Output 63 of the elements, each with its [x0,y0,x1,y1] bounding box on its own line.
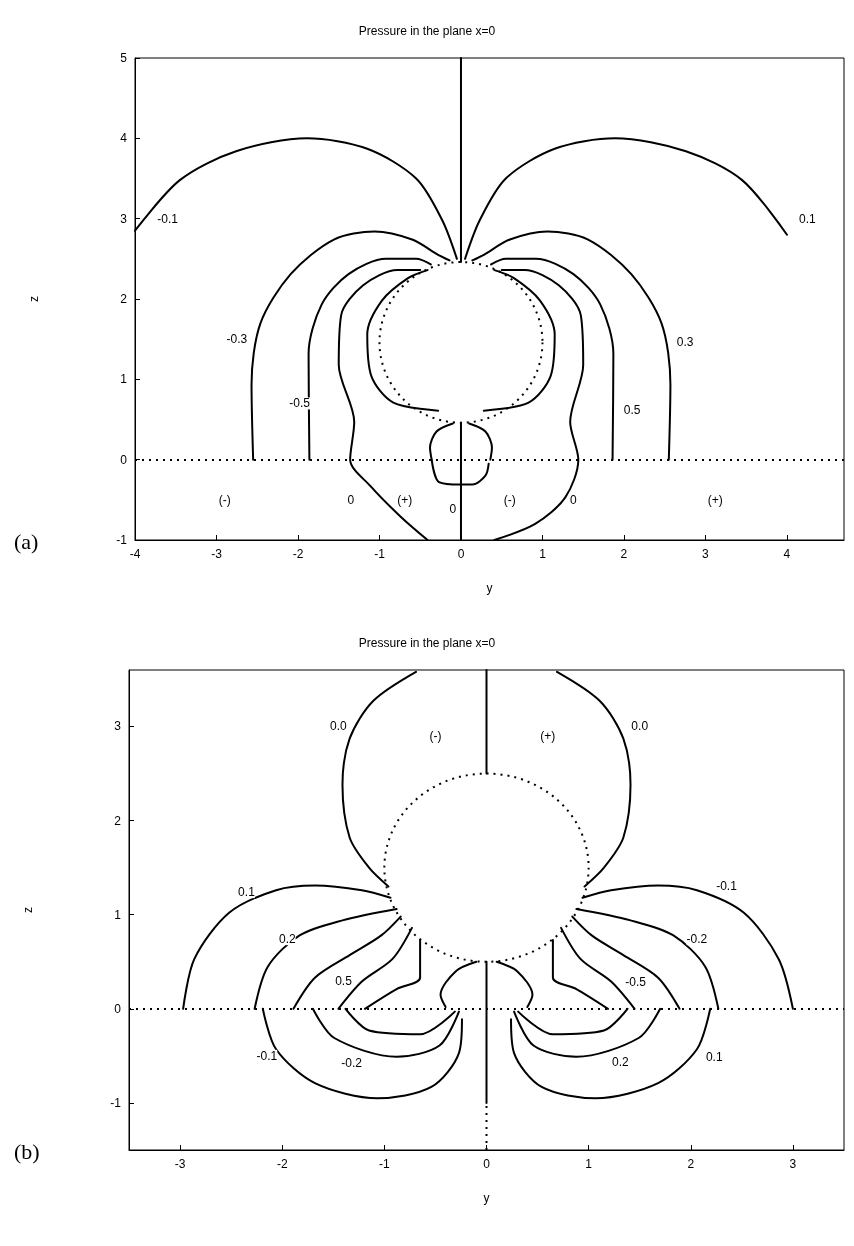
x-tick-label: -3 [211,547,223,561]
x-tick-label: 2 [620,547,628,561]
y-tick-label: 5 [120,51,128,65]
annotation: -0.2 [686,932,708,947]
x-tick-label: 0 [483,1157,491,1171]
x-tick-label: 1 [585,1157,593,1171]
x-axis-title: y [483,1191,490,1205]
y-tick-label: 0 [120,452,128,467]
text: (a) [14,528,39,554]
annotation: 0.1 [238,885,256,900]
annotation: (-) [429,728,442,743]
y-tick-label: 1 [120,372,128,387]
chart-title: Pressure in the plane x=0 [358,636,496,650]
x-tick-label: -4 [129,547,141,561]
x-tick-label: 1 [539,547,547,561]
annotation: -0.5 [289,396,311,411]
annotation: 0.2 [611,1055,629,1070]
y-tick-label: 2 [114,813,122,828]
y-axis-title: z [27,296,41,302]
x-tick-label: -1 [374,547,386,561]
annotation: (-) [503,492,516,507]
annotation: 0 [347,492,355,507]
annotation: (+) [707,492,723,507]
annotation: (+) [397,492,413,507]
annotation: -0.1 [157,211,179,226]
annotation: -0.1 [256,1048,278,1063]
annotation: 0.0 [330,719,348,734]
x-tick-label: -2 [276,1157,288,1171]
annotation: -0.3 [226,332,248,347]
annotation: 0.5 [623,402,641,417]
annotation: 0.1 [705,1049,723,1064]
annotation: 0.0 [631,719,649,734]
annotation: 0.5 [335,973,353,988]
y-tick-label: 0 [114,1001,122,1016]
x-axis-title: y [486,581,493,595]
annotation: 0.1 [798,211,816,226]
y-tick-label: -1 [110,1095,122,1110]
x-tick-label: 0 [457,547,465,561]
text: (b) [14,1138,40,1164]
x-tick-label: 2 [687,1157,695,1171]
y-tick-label: -1 [116,533,128,547]
y-tick-label: 3 [120,211,128,226]
y-axis-title: z [21,907,35,913]
annotation: -0.5 [625,974,647,989]
y-tick-label: 1 [114,907,122,922]
y-tick-label: 4 [120,131,128,146]
x-tick-label: 3 [789,1157,797,1171]
annotation: 0.2 [278,932,296,947]
annotation: (+) [540,728,556,743]
annotation: 0 [570,492,578,507]
y-tick-label: 2 [120,292,128,306]
x-tick-label: 3 [702,547,710,561]
x-tick-label: -2 [292,547,304,561]
annotation: -0.1 [716,879,738,894]
annotation: 0 [449,502,457,517]
chart-title: Pressure in the plane x=0 [358,24,496,38]
x-tick-label: 4 [783,547,791,561]
annotation: -0.2 [341,1056,363,1071]
annotation: 0.3 [676,334,694,349]
y-tick-label: 3 [114,719,122,734]
x-tick-label: -1 [379,1157,391,1171]
x-tick-label: -3 [174,1157,186,1171]
annotation: (-) [218,492,231,507]
